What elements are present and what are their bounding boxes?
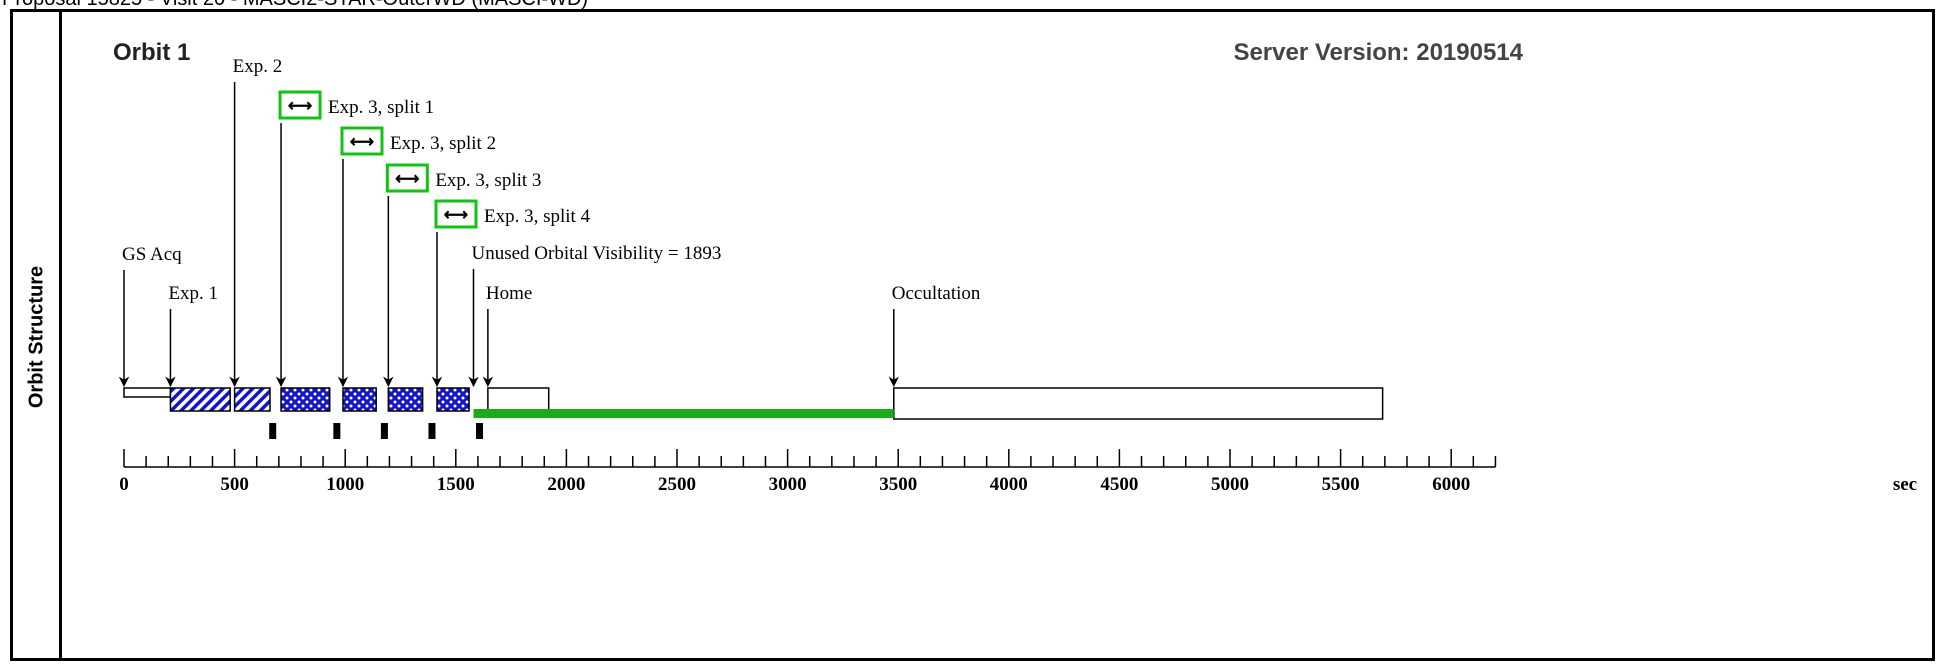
- event-label: Exp. 2: [233, 56, 283, 77]
- marker-tick-2: [333, 423, 341, 439]
- axis-tick-label: 3000: [769, 474, 807, 495]
- marker-ticks: [269, 423, 484, 439]
- axis-tick-label: 0: [119, 474, 129, 495]
- orbit-timeline-diagram: Orbit 1 Server Version: 20190514 GS Acq E…: [113, 39, 1917, 495]
- event-label: Exp. 3, split 3: [435, 170, 541, 191]
- event-unused-orbital-visibility-1893: Unused Orbital Visibility = 1893: [468, 243, 721, 388]
- axis-tick-label: 2500: [658, 474, 696, 495]
- event-exp-3-split-3: ⟷ Exp. 3, split 3: [383, 163, 541, 388]
- marker-tick-1: [269, 423, 277, 439]
- axis-tick-label: 1500: [437, 474, 475, 495]
- axis-tick-label: 6000: [1432, 474, 1470, 495]
- segment-home: [487, 387, 550, 412]
- event-exp-1: Exp. 1: [165, 283, 218, 388]
- event-occultation: Occultation: [888, 283, 981, 388]
- event-label: Exp. 3, split 2: [390, 133, 496, 154]
- side-label-column: Orbit Structure: [13, 12, 62, 658]
- event-label: Exp. 3, split 4: [484, 206, 591, 227]
- split-icon-box: [278, 90, 322, 120]
- page-title: Proposal 15825 - Visit 20 - MASCI2-STAR-…: [2, 0, 588, 9]
- segment-gs-acq: [123, 387, 172, 398]
- segment-exp-1: [169, 387, 231, 412]
- axis-tick-label: 4500: [1100, 474, 1138, 495]
- marker-tick-3: [380, 423, 388, 439]
- segment-exp-3-split-3: [387, 387, 424, 412]
- segment-exp-3-split-1: [280, 387, 331, 412]
- unused-visibility-layer: [473, 409, 894, 418]
- axis-tick-label: 5000: [1211, 474, 1249, 495]
- event-exp-3-split-4: ⟷ Exp. 3, split 4: [431, 199, 591, 388]
- split-icon: ⟷: [288, 96, 312, 115]
- event-label: GS Acq: [122, 244, 182, 265]
- orbit-title: Orbit 1: [113, 39, 190, 66]
- segment-exp-2: [233, 387, 271, 412]
- axis-tick-label: 2000: [547, 474, 585, 495]
- event-home: Home: [482, 283, 532, 388]
- axis-unit-label: sec: [1893, 474, 1917, 495]
- split-icon: ⟷: [350, 132, 374, 151]
- server-version: Server Version: 20190514: [1233, 39, 1523, 66]
- event-label: Exp. 3, split 1: [328, 97, 434, 118]
- orbit-structure-panel: Orbit Structure Orbit 1 Server Version: …: [10, 9, 1935, 661]
- axis-tick-label: 1000: [326, 474, 364, 495]
- marker-tick-5: [476, 423, 484, 439]
- event-exp-2: Exp. 2: [229, 56, 283, 388]
- axis-tick-label: 5500: [1322, 474, 1360, 495]
- unused-visibility-bar: [473, 409, 894, 418]
- split-icon-box: [340, 126, 384, 156]
- event-exp-3-split-1: ⟷ Exp. 3, split 1: [275, 90, 434, 388]
- marker-tick-4: [428, 423, 436, 439]
- event-exp-3-split-2: ⟷ Exp. 3, split 2: [337, 126, 496, 388]
- segment-exp-3-split-2: [342, 387, 377, 412]
- event-gs-acq: GS Acq: [118, 244, 182, 388]
- split-icon: ⟷: [444, 205, 468, 224]
- event-label: Home: [486, 283, 532, 304]
- split-icon-box: [434, 199, 478, 229]
- split-icon-box: [385, 163, 429, 193]
- event-label: Occultation: [892, 283, 981, 304]
- segment-exp-3-split-4: [436, 387, 470, 412]
- axis-tick-label: 3500: [879, 474, 917, 495]
- axis-tick-label: 4000: [990, 474, 1028, 495]
- axis-tick-label: 500: [220, 474, 249, 495]
- event-annotations: GS Acq Exp. 1 Exp. 2 ⟷ Exp. 3, split 1 ⟷ Exp. …: [118, 56, 981, 388]
- segment-occultation: [893, 387, 1384, 420]
- event-label: Exp. 1: [168, 283, 218, 304]
- time-axis: 0 500 1000 1500 2000 2500 3000 3500 4000 4500 5000…: [119, 449, 1917, 495]
- split-icon: ⟷: [395, 169, 419, 188]
- event-label: Unused Orbital Visibility = 1893: [471, 243, 721, 264]
